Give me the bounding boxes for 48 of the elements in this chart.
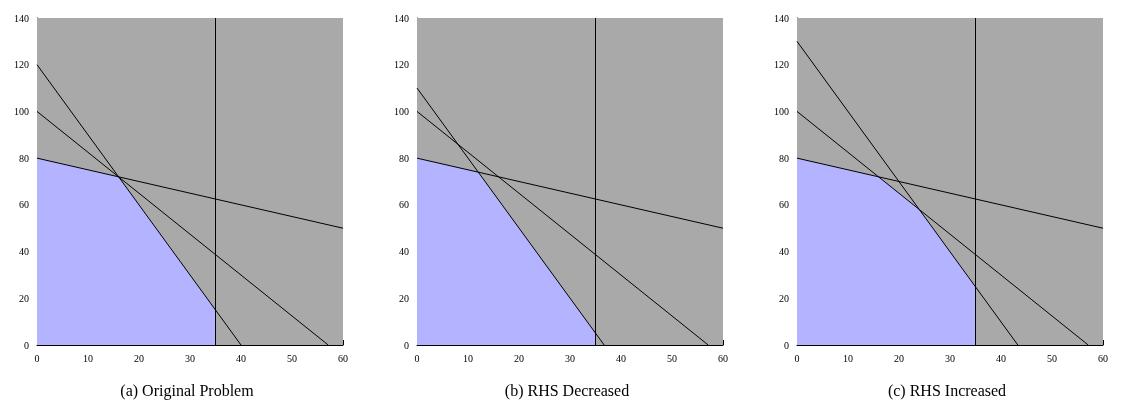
x-tick-label: 60	[718, 352, 728, 364]
x-tick-label: 60	[338, 352, 348, 364]
text: (a) Original Problem	[120, 381, 255, 400]
y-tick-label: 60	[779, 199, 789, 211]
y-tick-label: 120	[774, 59, 789, 71]
y-tick-label: 20	[19, 292, 29, 304]
y-tick-label: 60	[399, 199, 409, 211]
y-tick-label: 140	[774, 12, 789, 24]
x-tick-label: 0	[414, 352, 420, 364]
y-tick-label: 120	[394, 59, 409, 71]
x-tick-label: 0	[794, 352, 800, 364]
x-tick-label: 20	[514, 352, 524, 364]
x-tick-label: 30	[565, 352, 575, 364]
y-tick-label: 20	[779, 292, 789, 304]
y-tick-label: 0	[784, 339, 789, 351]
text: (c) RHS Increased	[887, 381, 1007, 400]
x-tick-label: 30	[945, 352, 955, 364]
y-tick-label: 40	[399, 246, 409, 258]
x-tick-label: 50	[667, 352, 677, 364]
y-tick-label: 80	[779, 152, 789, 164]
y-tick-label: 100	[394, 105, 409, 117]
x-tick-label: 20	[134, 352, 144, 364]
x-tick-label: 40	[236, 352, 246, 364]
text: (b) RHS Decreased	[504, 381, 630, 400]
x-tick-label: 50	[287, 352, 297, 364]
x-tick-label: 60	[1098, 352, 1108, 364]
y-tick-label: 60	[19, 199, 29, 211]
y-tick-label: 140	[394, 12, 409, 24]
x-tick-label: 40	[996, 352, 1006, 364]
y-tick-label: 20	[399, 292, 409, 304]
x-tick-label: 40	[616, 352, 626, 364]
x-tick-label: 10	[83, 352, 93, 364]
y-tick-label: 40	[19, 246, 29, 258]
x-tick-label: 20	[894, 352, 904, 364]
x-tick-label: 10	[463, 352, 473, 364]
y-tick-label: 120	[14, 59, 29, 71]
x-tick-label: 0	[34, 352, 40, 364]
x-tick-label: 10	[843, 352, 853, 364]
y-tick-label: 0	[24, 339, 29, 351]
x-tick-label: 30	[185, 352, 195, 364]
y-tick-label: 0	[404, 339, 409, 351]
y-tick-label: 80	[399, 152, 409, 164]
y-tick-label: 100	[774, 105, 789, 117]
y-tick-label: 80	[19, 152, 29, 164]
y-tick-label: 140	[14, 12, 29, 24]
x-tick-label: 50	[1047, 352, 1057, 364]
y-tick-label: 40	[779, 246, 789, 258]
y-tick-label: 100	[14, 105, 29, 117]
